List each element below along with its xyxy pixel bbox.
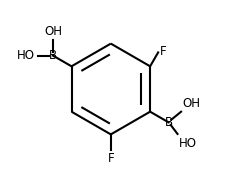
Text: F: F [160, 45, 167, 58]
Text: HO: HO [179, 137, 197, 150]
Text: F: F [107, 152, 114, 165]
Text: B: B [49, 49, 57, 62]
Text: HO: HO [17, 49, 35, 62]
Text: B: B [165, 116, 173, 129]
Text: OH: OH [183, 97, 201, 110]
Text: OH: OH [44, 25, 62, 38]
